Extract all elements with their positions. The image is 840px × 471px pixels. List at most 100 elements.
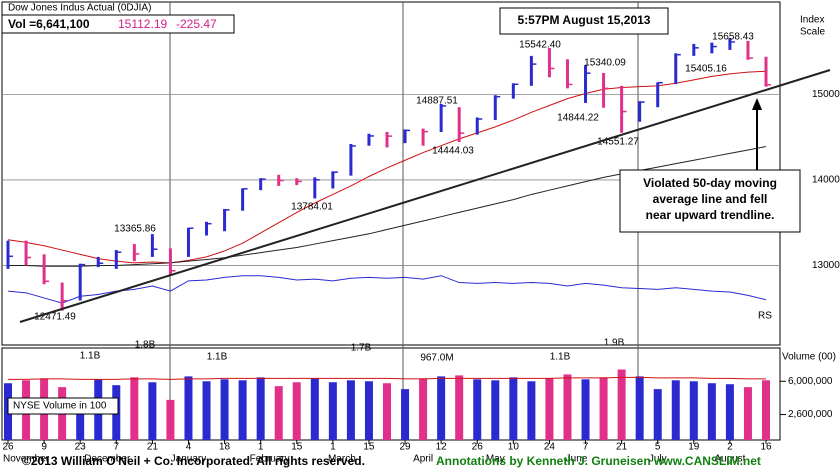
volume-bar [274,386,283,440]
volume-bar [437,376,446,440]
volume-text: Vol =6,641,100 [8,17,90,31]
x-tick-label: 10 [508,442,520,453]
price-change: -225.47 [176,17,217,31]
x-tick-label: 9 [41,442,47,453]
x-tick-label: 15 [363,442,375,453]
volume-bar [581,379,590,440]
volume-bar [635,376,644,440]
x-tick-label: 19 [688,442,700,453]
x-tick-label: 1 [330,442,336,453]
rs-label: RS [758,311,772,322]
callout-box [619,169,801,233]
volume-bar [707,383,716,440]
callout-text: near upward trendline. [646,208,775,222]
month-label: July [649,454,667,465]
axis-label: Index [800,15,824,26]
month-label: January [171,454,207,465]
x-tick-label: 29 [399,442,411,453]
quote-box [1,14,235,34]
x-tick-label: 7 [114,442,120,453]
x-tick-label: 7 [583,442,589,453]
volume-bar [383,383,391,440]
volume-bar [653,389,662,440]
volume-annotation: 1.9B [604,338,625,349]
x-tick-label: 4 [186,442,192,453]
price-annotation: 14444.03 [432,146,474,157]
timestamp-box [499,7,669,35]
trendline [19,69,831,323]
y-tick-label: 14000 [812,175,840,186]
callout-arrowhead [752,98,762,110]
volume-annotation: 1.1B [80,351,101,362]
x-tick-label: 26 [2,442,14,453]
volume-annotation: 1.7B [351,343,372,354]
price-annotation: 15542.40 [519,40,561,51]
timestamp: 5:57PM August 15,2013 [518,13,651,27]
volume-bar [725,384,734,440]
axis-label: Scale [800,27,825,38]
x-tick-label: 24 [544,442,556,453]
month-label: June [566,454,588,465]
x-tick-label: 16 [760,442,772,453]
volume-bar [491,380,500,440]
volume-bar [346,380,355,440]
volume-annotation: 1.1B [550,352,571,363]
volume-bar [455,375,464,440]
volume-bar [220,379,229,440]
volume-bar [617,369,626,440]
volume-bar [473,379,482,440]
volume-bar [527,381,536,440]
volume-legend: NYSE Volume in 100 [13,401,107,412]
volume-annotation: 1.1B [207,352,228,363]
volume-bar [509,377,518,440]
footer-right: Annotations by Kenneth J. Gruneisen www.… [436,454,761,468]
price-annotation: 15340.09 [584,58,626,69]
x-tick-label: 2 [727,442,733,453]
x-tick-label: 12 [436,442,448,453]
footer-left: ©2013 William O'Neil + Co. Incorporated.… [22,454,365,468]
volume-bar [545,378,554,440]
volume-bar [202,381,211,440]
x-tick-label: 5 [655,442,661,453]
volume-bar [419,378,428,440]
volume-bar [76,398,85,440]
x-tick-label: 26 [472,442,484,453]
x-tick-label: 23 [75,442,87,453]
y2-tick-label: 2,600,000 [788,409,833,420]
volume-bar [689,381,698,440]
callout-text: average line and fell [653,192,768,206]
volume-bar [401,389,410,440]
volume-bar [130,377,139,440]
volume-bar [743,387,752,440]
price-annotation: 15405.16 [685,64,727,75]
callout-text: Violated 50-day moving [643,176,777,190]
volume-bar [328,382,337,440]
x-tick-label: 1 [258,442,264,453]
volume-axis-label: Volume (00) [782,352,836,363]
y-tick-label: 13000 [812,260,840,271]
month-label: March [328,454,356,465]
x-tick-label: 18 [219,442,231,453]
price-annotation: 13365.86 [114,224,156,235]
volume-bar [310,378,319,440]
volume-annotation: 967.0M [420,353,453,364]
month-label: February [250,454,290,465]
x-tick-label: 21 [147,442,159,453]
x-tick-label: 21 [616,442,628,453]
y-tick-label: 15000 [812,89,840,100]
month-label: November [3,454,50,465]
y2-tick-label: 6,000,000 [788,376,833,387]
price-annotation: 14887.51 [416,96,458,107]
volume-bar [563,374,572,440]
volume-bar [148,382,157,440]
volume-bar [256,377,265,440]
volume-bar [166,399,175,440]
volume-legend-box [7,397,119,415]
x-tick-label: 15 [291,442,303,453]
line-series [7,70,767,264]
volume-annotation: 1.8B [135,340,156,351]
last-price: 15112.19 [118,17,167,31]
month-label: April [413,454,433,465]
month-label: August [714,454,745,465]
